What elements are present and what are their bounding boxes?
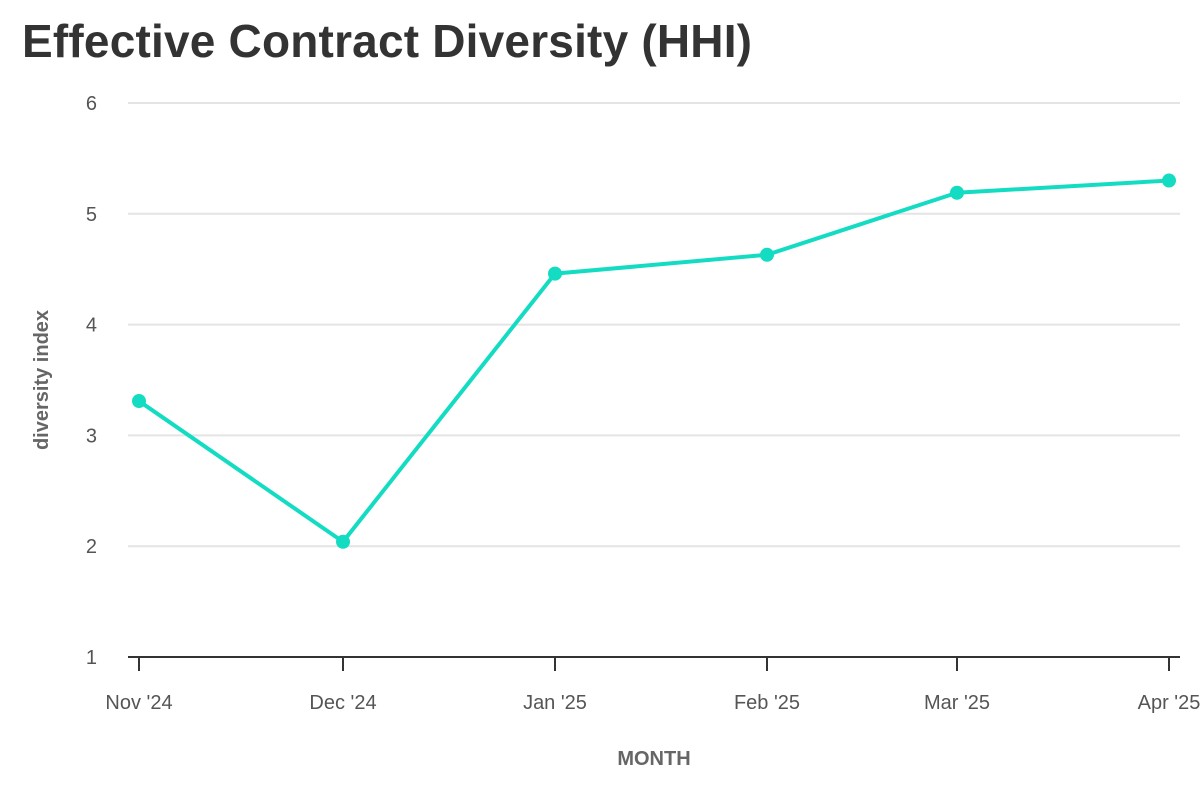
y-axis-label: diversity index bbox=[31, 310, 53, 450]
y-tick-label-6: 6 bbox=[86, 93, 97, 115]
y-tick-label-2: 2 bbox=[86, 536, 97, 558]
x-tick-label-1: Nov '24 bbox=[105, 692, 172, 714]
grid-lines bbox=[128, 102, 1180, 548]
y-axis-tick-labels: 1 2 3 4 5 6 bbox=[86, 93, 97, 669]
series-group bbox=[132, 173, 1176, 549]
series-line-1 bbox=[137, 178, 1171, 544]
x-axis bbox=[128, 656, 1180, 671]
data-point-nov-24 bbox=[132, 394, 146, 409]
x-axis-tick-labels: Nov '24 Dec '24 Jan '25 Feb '25 Mar '25 Apr '… bbox=[105, 692, 1200, 714]
x-tick-label-2: Dec '24 bbox=[309, 692, 376, 714]
x-axis-label: MONTH bbox=[617, 748, 690, 770]
data-point-mar-25 bbox=[950, 185, 964, 200]
y-tick-label-3: 3 bbox=[86, 425, 97, 447]
x-tick-label-5: Mar '25 bbox=[924, 692, 990, 714]
x-tick-label-3: Jan '25 bbox=[523, 692, 587, 714]
x-tick-label-4: Feb '25 bbox=[734, 692, 800, 714]
y-tick-label-4: 4 bbox=[86, 315, 97, 337]
y-tick-label-1: 1 bbox=[86, 647, 97, 669]
data-point-jan-25 bbox=[548, 266, 562, 281]
data-point-feb-25 bbox=[760, 247, 774, 262]
data-point-dec-24 bbox=[336, 534, 350, 549]
y-tick-label-5: 5 bbox=[86, 204, 97, 226]
data-point-apr-25 bbox=[1162, 173, 1176, 188]
chart-title: Effective Contract Diversity (HHI) bbox=[22, 15, 753, 67]
x-tick-label-6: Apr '25 bbox=[1138, 692, 1200, 714]
